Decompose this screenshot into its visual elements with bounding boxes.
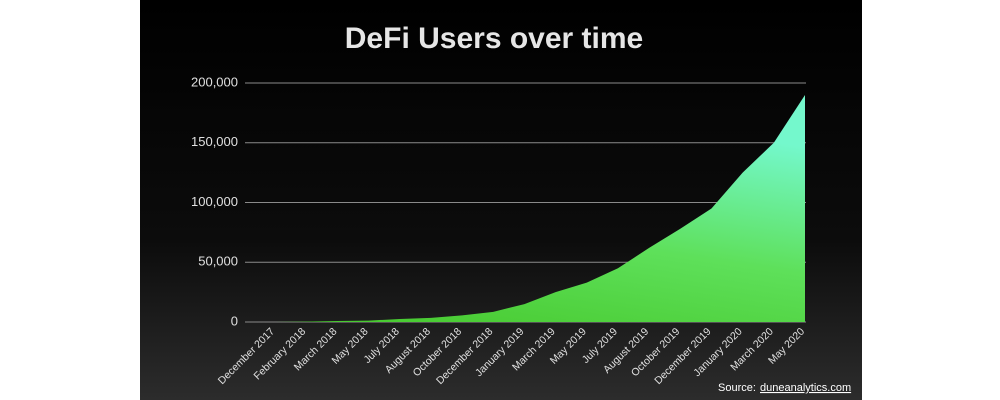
source-prefix: Source: xyxy=(718,382,756,394)
y-tick-label: 100,000 xyxy=(191,194,238,209)
y-tick-label: 50,000 xyxy=(198,254,238,269)
area xyxy=(275,94,805,322)
y-tick-label: 0 xyxy=(231,313,238,328)
source-link[interactable]: duneanalytics.com xyxy=(760,382,851,394)
y-tick-label: 150,000 xyxy=(191,134,238,149)
y-tick-label: 200,000 xyxy=(191,74,238,89)
chart-title: DeFi Users over time xyxy=(345,22,643,55)
